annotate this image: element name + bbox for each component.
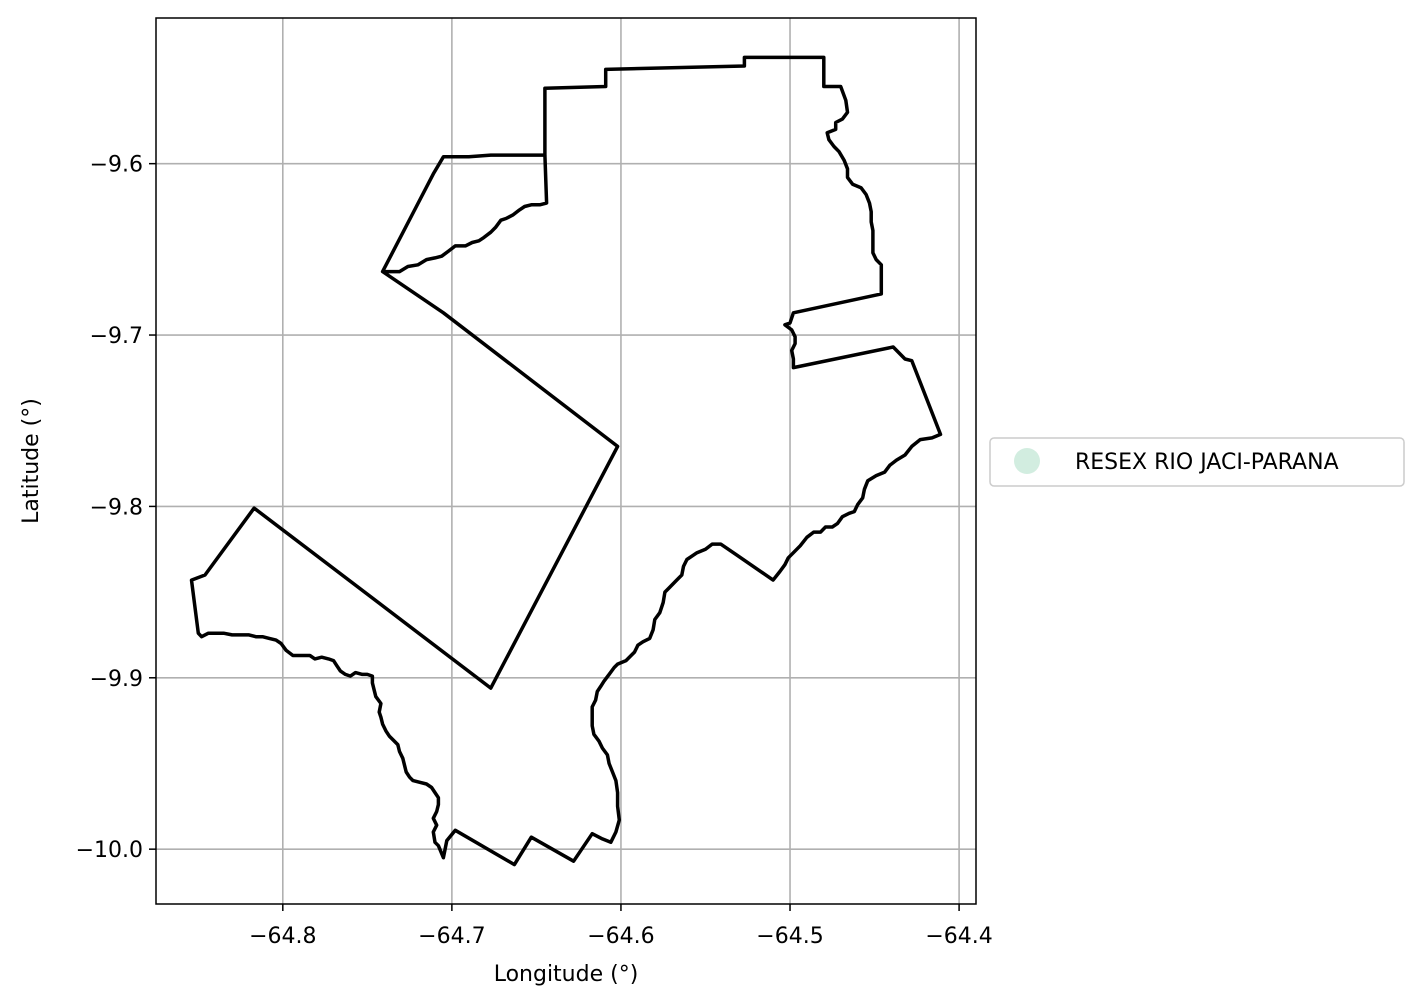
y-tick-label: −9.9 [90,667,143,692]
x-tick-label: −64.4 [925,924,992,949]
y-tick-label: −9.8 [90,495,143,520]
legend: RESEX RIO JACI-PARANA [989,437,1405,487]
y-axis-ticks: −9.6 −9.7 −9.8 −9.9 −10.0 [76,153,156,863]
y-tick-label: −9.6 [90,153,143,178]
y-tick-label: −10.0 [76,838,143,863]
legend-marker [1014,448,1040,474]
x-axis-title: Longitude (°) [494,962,639,987]
x-axis-ticks: −64.8 −64.7 −64.6 −64.5 −64.4 [249,904,993,949]
y-axis-title: Latitude (°) [19,398,44,524]
x-tick-label: −64.7 [418,924,485,949]
y-tick-label: −9.7 [90,324,143,349]
grid-lines [156,18,976,904]
legend-box [989,437,1405,487]
x-tick-label: −64.5 [756,924,823,949]
plot-frame [155,17,977,905]
resex-boundary-polygon [189,55,943,867]
x-tick-label: −64.6 [587,924,654,949]
legend-label: RESEX RIO JACI-PARANA [1075,450,1339,475]
x-tick-label: −64.8 [249,924,316,949]
